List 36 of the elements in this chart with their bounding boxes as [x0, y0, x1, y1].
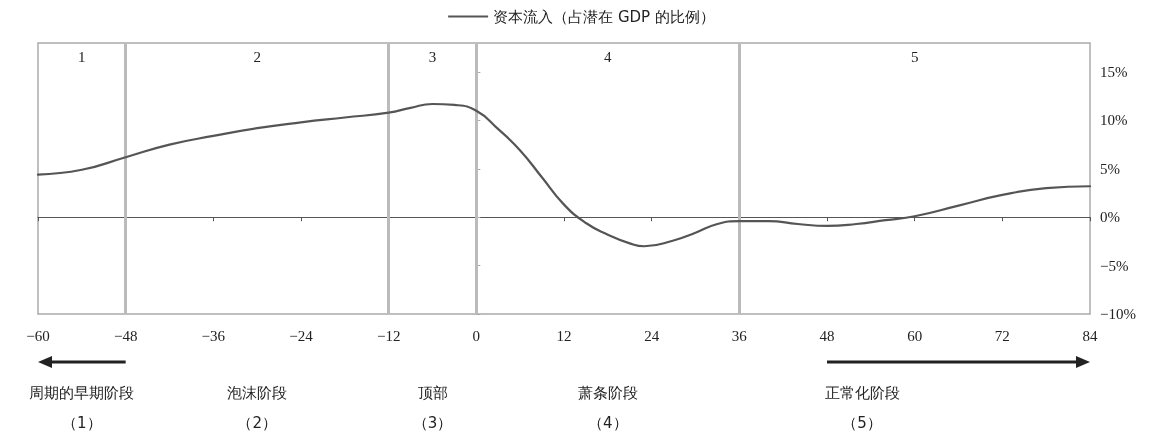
x-tick-label: 84 [1082, 327, 1098, 344]
x-tick-label: 0 [472, 327, 481, 344]
text: （4） [588, 413, 628, 434]
annotation: 1 [78, 48, 86, 67]
y-tick-label: 15% [1100, 64, 1128, 81]
text: （2） [237, 413, 277, 434]
x-tick-label: −48 [113, 327, 138, 344]
annotation: 5 [910, 48, 919, 67]
x-tick-label: 12 [556, 327, 572, 344]
text: 顶部 [417, 383, 448, 404]
annotation: 2 [253, 48, 261, 67]
x-tick-label: 24 [644, 327, 660, 344]
x-tick-label: 60 [907, 327, 923, 344]
x-tick-label: 72 [994, 327, 1010, 344]
legend-label: 资本流入（占潜在 GDP 的比例） [493, 7, 715, 26]
text: （5） [842, 413, 882, 434]
x-tick-label: 36 [731, 327, 748, 344]
annotation: 4 [604, 48, 612, 67]
line-series [36, 102, 1092, 248]
text: （1） [62, 413, 102, 434]
y-tick-label: 10% [1100, 112, 1128, 129]
x-tick-label: −24 [289, 327, 314, 344]
text: 周期的早期阶段 [29, 383, 135, 404]
text: 正常化阶段 [824, 383, 900, 404]
y-tick-label: −5% [1100, 257, 1129, 274]
annotation: 3 [428, 48, 437, 67]
x-tick-label: −60 [26, 327, 50, 344]
text: 萧条阶段 [577, 383, 638, 404]
y-tick-label: 5% [1100, 160, 1120, 177]
text: 泡沫阶段 [227, 383, 288, 404]
x-tick-label: 48 [819, 327, 835, 344]
x-tick-label: −12 [376, 327, 401, 344]
text: （3） [412, 413, 453, 434]
y-tick-label: 0% [1100, 209, 1120, 226]
y-tick-label: −10% [1100, 306, 1136, 322]
x-tick-label: −36 [201, 327, 226, 344]
